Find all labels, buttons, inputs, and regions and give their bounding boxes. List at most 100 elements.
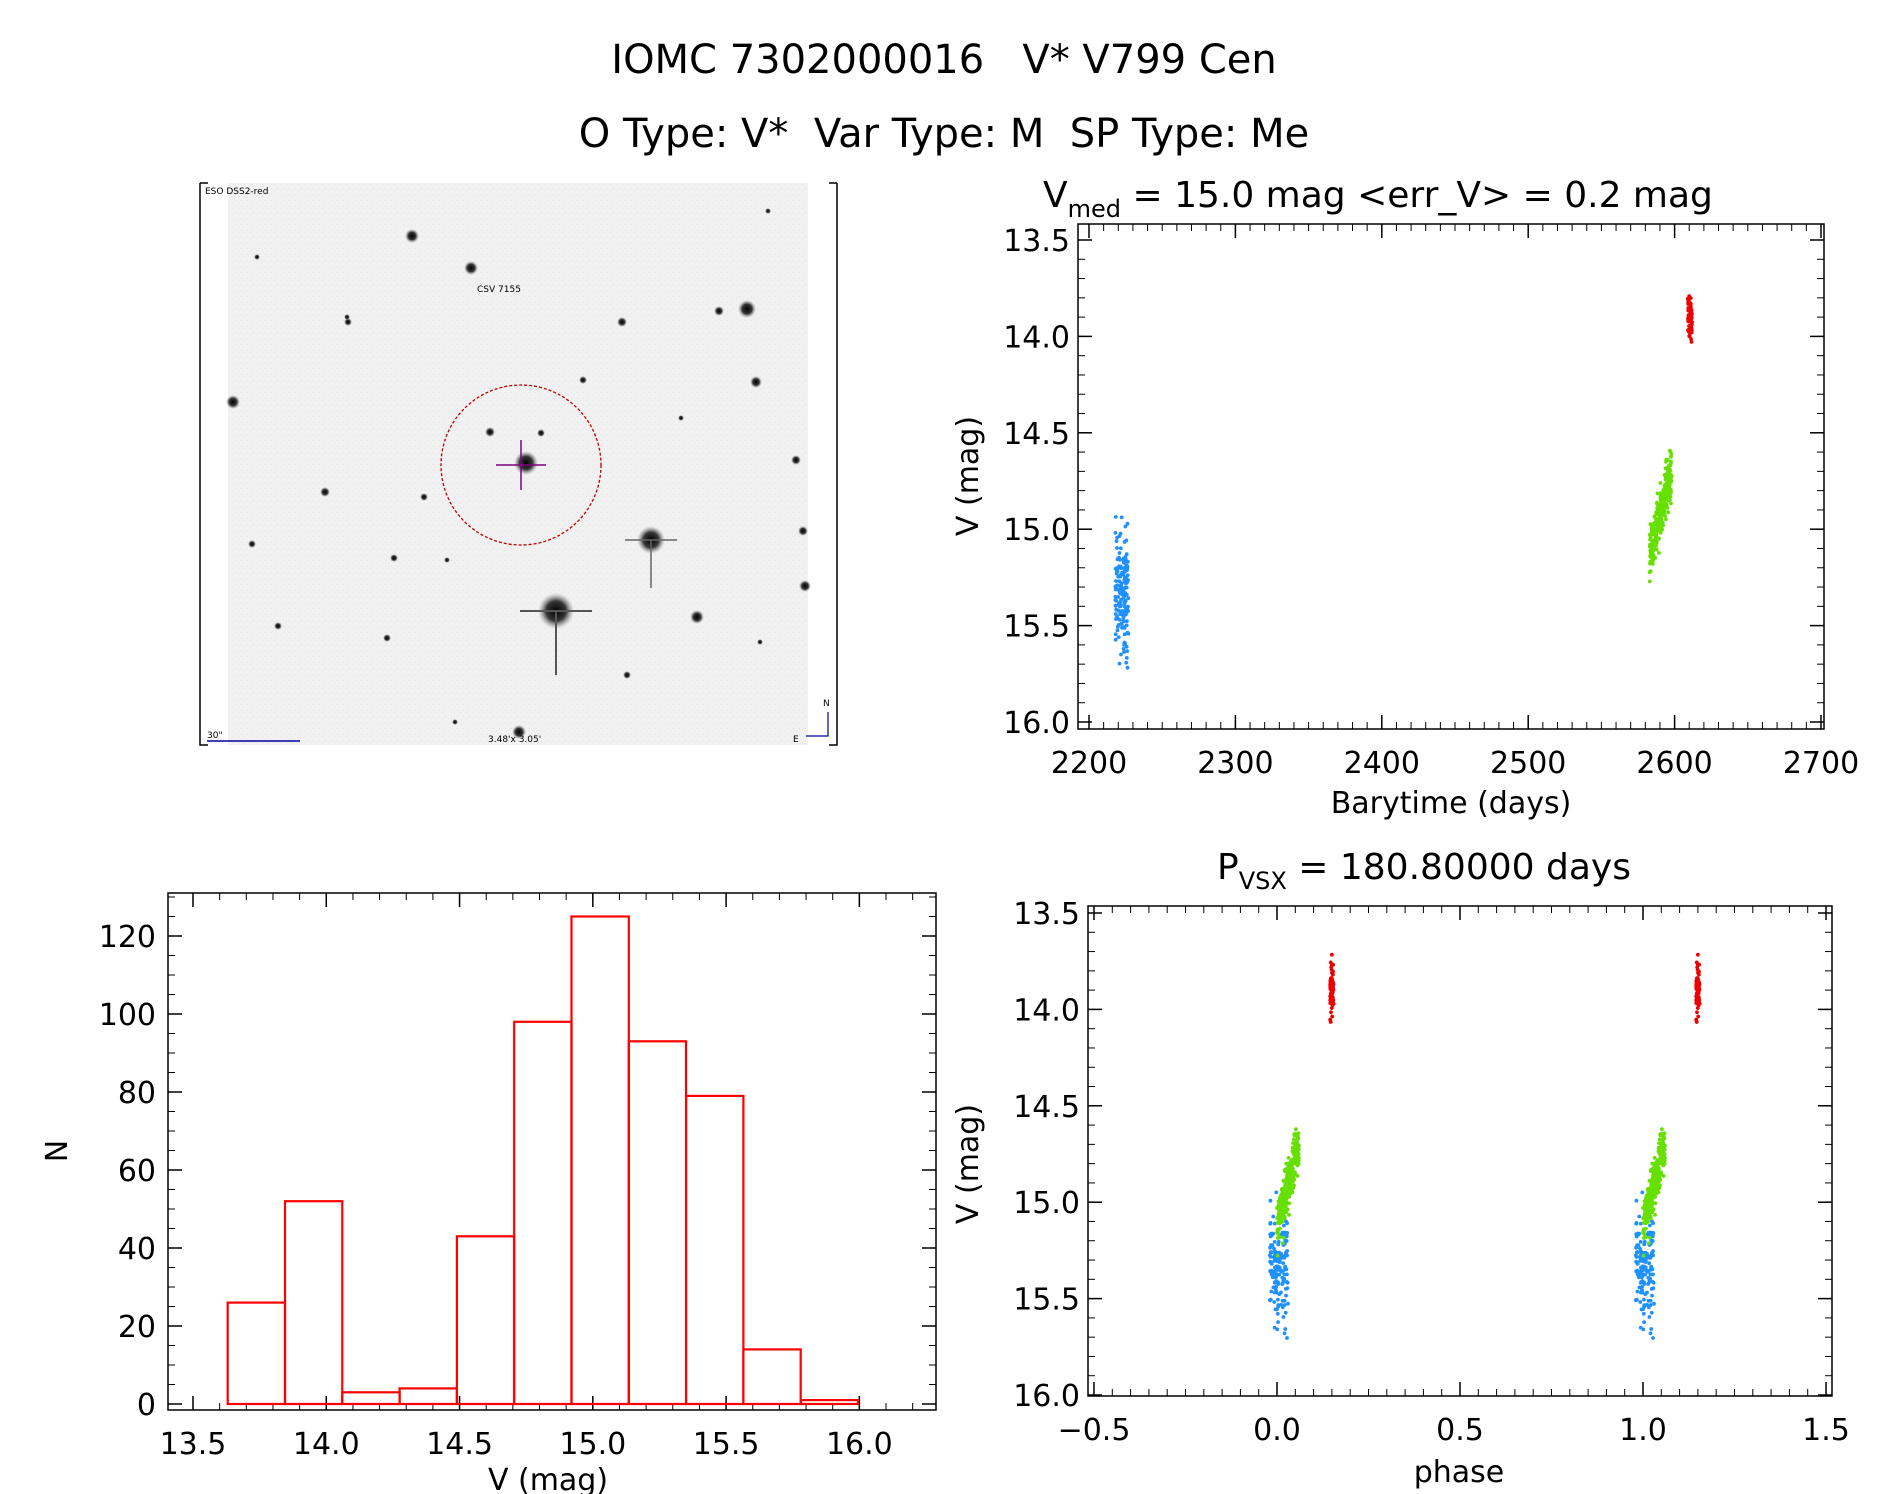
data-point (1284, 1293, 1288, 1298)
data-point (1272, 1221, 1277, 1226)
data-point (1125, 521, 1130, 526)
data-point (1697, 981, 1702, 985)
star (464, 261, 478, 275)
data-point (1696, 952, 1700, 957)
data-point (1123, 555, 1128, 559)
data-point (1662, 501, 1667, 506)
data-point (1651, 1186, 1656, 1191)
data-point (1125, 665, 1130, 670)
star (623, 671, 631, 679)
data-point (1114, 586, 1118, 591)
data-point (1280, 1275, 1285, 1280)
target-circle (440, 384, 602, 546)
data-point (1642, 1282, 1647, 1286)
data-point (1281, 1269, 1285, 1273)
data-point (1647, 1235, 1652, 1240)
data-point (1657, 551, 1661, 555)
data-point (1642, 1320, 1646, 1324)
data-point (1286, 1301, 1290, 1306)
data-point (1696, 1014, 1701, 1019)
data-point (1635, 1289, 1640, 1294)
data-point (1635, 1271, 1640, 1276)
data-point (1123, 598, 1128, 603)
data-point (1269, 1231, 1274, 1236)
data-point (1660, 1146, 1664, 1150)
data-point (1643, 1221, 1648, 1226)
data-point (1646, 1191, 1650, 1196)
data-point (1113, 515, 1118, 519)
data-point (1642, 1297, 1646, 1302)
data-point (1117, 551, 1122, 555)
data-point (1634, 1253, 1638, 1257)
data-point (1648, 1303, 1653, 1307)
data-point (1650, 1190, 1655, 1195)
x-tick-label: 0.5 (1436, 1413, 1484, 1448)
x-tick-label: 0.0 (1253, 1413, 1301, 1448)
data-point (1288, 1167, 1293, 1172)
data-point (1115, 569, 1119, 573)
data-point (1658, 481, 1663, 485)
data-point (1689, 337, 1693, 341)
y-tick-label: 16.0 (1003, 706, 1070, 741)
data-point (1658, 1133, 1663, 1138)
histogram-plot: 13.5 14.0 14.5 15.0 15.5 16.0020406080100120 … (40, 892, 937, 1494)
data-point (1654, 1167, 1659, 1172)
data-point (1648, 537, 1652, 542)
star (514, 451, 538, 475)
data-point (1662, 509, 1667, 513)
data-point (1273, 1307, 1278, 1312)
finder-brackets (199, 182, 838, 746)
star (274, 622, 282, 630)
data-point (1649, 1169, 1653, 1173)
data-point (1650, 562, 1655, 566)
data-point (1125, 580, 1129, 585)
data-point (1657, 536, 1661, 541)
phased-title: PVSX = 180.80000 days (1217, 847, 1631, 895)
data-point (1664, 457, 1669, 462)
data-point (1115, 546, 1119, 550)
data-point (1661, 1174, 1666, 1178)
data-point (1657, 1151, 1662, 1155)
figure-title: IOMC 7302000016 V* V799 Cen (611, 37, 1276, 83)
x-tick-label: 2500 (1490, 746, 1566, 781)
data-point (1276, 1282, 1281, 1286)
histogram-bar (627, 1040, 688, 1406)
star (383, 634, 391, 642)
data-point (1330, 952, 1334, 957)
data-point (1651, 1336, 1655, 1340)
north-label: N (823, 699, 830, 709)
data-point (1268, 1253, 1272, 1257)
data-point (1268, 1221, 1273, 1226)
data-point (1113, 531, 1118, 535)
data-point (1644, 1204, 1649, 1209)
data-point (1330, 1014, 1335, 1019)
east-label: E (793, 735, 799, 745)
data-point (1117, 661, 1122, 666)
data-point (1645, 1302, 1649, 1307)
star (678, 415, 684, 421)
histogram-xlabel: V (mag) (488, 1463, 608, 1494)
x-tick-label: 15.0 (559, 1427, 626, 1462)
data-point (1272, 1300, 1277, 1304)
data-point (1644, 1217, 1649, 1222)
data-point (1669, 474, 1674, 479)
data-point (1656, 508, 1660, 512)
data-point (1643, 1292, 1648, 1296)
x-tick-label: 16.0 (826, 1427, 893, 1462)
data-point (1272, 1281, 1277, 1285)
data-point (1696, 971, 1700, 975)
data-point (1115, 628, 1120, 633)
phased-frame (1087, 905, 1833, 1397)
data-point (1124, 563, 1129, 568)
data-point (1647, 579, 1652, 584)
data-point (1688, 309, 1693, 314)
data-point (1280, 1241, 1285, 1245)
data-point (1274, 1264, 1279, 1269)
data-point (1281, 1235, 1286, 1240)
data-point (1124, 538, 1129, 543)
data-point (1117, 555, 1121, 560)
data-point (1651, 1200, 1655, 1205)
data-point (1285, 1336, 1289, 1340)
data-point (1666, 464, 1671, 468)
data-point (1284, 1239, 1289, 1243)
